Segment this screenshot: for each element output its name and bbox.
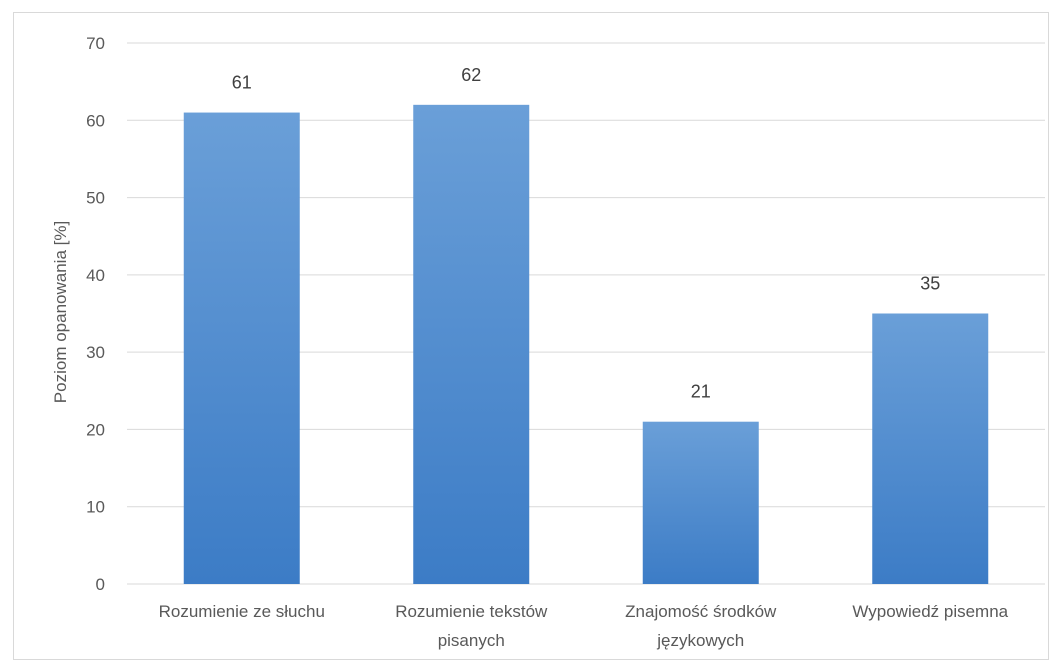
y-tick-label: 40 xyxy=(86,266,105,285)
bar xyxy=(872,313,989,584)
y-axis-ticks: 0 10 20 30 40 50 60 70 xyxy=(86,34,105,594)
y-tick-label: 30 xyxy=(86,343,105,362)
y-tick-label: 70 xyxy=(86,34,105,53)
bar xyxy=(642,421,759,584)
y-tick-label: 60 xyxy=(86,111,105,130)
y-axis-title: Poziom opanowania [%] xyxy=(51,221,70,403)
data-label: 62 xyxy=(461,65,481,85)
data-labels: 61 62 21 35 xyxy=(232,65,941,402)
data-label: 61 xyxy=(232,73,252,93)
x-category-label: Rozumienie ze słuchu xyxy=(159,602,325,621)
y-tick-label: 0 xyxy=(96,575,105,594)
x-category-label: pisanych xyxy=(438,631,505,650)
x-category-label: Znajomość środków xyxy=(625,602,777,621)
x-category-label: Wypowiedź pisemna xyxy=(852,602,1008,621)
y-tick-label: 50 xyxy=(86,189,105,208)
bars xyxy=(183,104,989,585)
data-label: 21 xyxy=(691,382,711,402)
bar xyxy=(413,104,530,584)
x-category-label: Rozumienie tekstów xyxy=(395,602,548,621)
y-tick-label: 10 xyxy=(86,498,105,517)
y-tick-label: 20 xyxy=(86,420,105,439)
bar xyxy=(183,112,300,585)
data-label: 35 xyxy=(920,274,940,294)
x-category-label: językowych xyxy=(656,631,744,650)
x-axis-categories: Rozumienie ze słuchu Rozumienie tekstów pi… xyxy=(159,602,1009,650)
